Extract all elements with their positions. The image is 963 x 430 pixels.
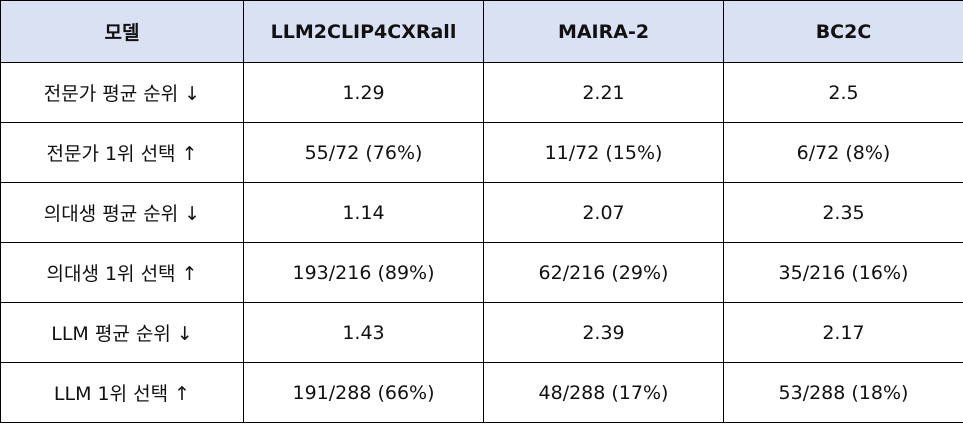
table-cell: 2.5 [723,62,963,123]
table-cell: 193/216 (89%) [243,242,484,303]
table-row: 의대생 1위 선택 ↑ 193/216 (89%) 62/216 (29%) 35/2… [0,242,963,303]
row-label: LLM 평균 순위 ↓ [0,302,244,363]
table-row: 의대생 평균 순위 ↓ 1.14 2.07 2.35 [0,182,963,243]
table-cell: 48/288 (17%) [483,362,724,423]
header-cell: 모델 [0,0,244,63]
table-cell: 191/288 (66%) [243,362,484,423]
table-row: LLM 평균 순위 ↓ 1.43 2.39 2.17 [0,302,963,363]
table-cell: 35/216 (16%) [723,242,963,303]
header-cell: MAIRA-2 [483,0,724,63]
header-row: 모델 LLM2CLIP4CXRall MAIRA-2 BC2C [0,0,963,63]
table-cell: 1.29 [243,62,484,123]
table-cell: 2.35 [723,182,963,243]
header-cell: LLM2CLIP4CXRall [243,0,484,63]
row-label: 전문가 평균 순위 ↓ [0,62,244,123]
table-cell: 11/72 (15%) [483,122,724,183]
table-cell: 2.07 [483,182,724,243]
row-label: 전문가 1위 선택 ↑ [0,122,244,183]
table-cell: 53/288 (18%) [723,362,963,423]
table-cell: 2.17 [723,302,963,363]
table-row: 전문가 평균 순위 ↓ 1.29 2.21 2.5 [0,62,963,123]
table-cell: 1.14 [243,182,484,243]
table-row: 전문가 1위 선택 ↑ 55/72 (76%) 11/72 (15%) 6/72 (8… [0,122,963,183]
table-body: 전문가 평균 순위 ↓ 1.29 2.21 2.5 전문가 1위 선택 ↑ 55/72 (… [0,62,963,423]
row-label: 의대생 평균 순위 ↓ [0,182,244,243]
row-label: LLM 1위 선택 ↑ [0,362,244,423]
table-cell: 1.43 [243,302,484,363]
table-cell: 62/216 (29%) [483,242,724,303]
row-label: 의대생 1위 선택 ↑ [0,242,244,303]
table-cell: 2.21 [483,62,724,123]
header-cell: BC2C [723,0,963,63]
table-row: LLM 1위 선택 ↑ 191/288 (66%) 48/288 (17%) 53/2… [0,362,963,423]
table-cell: 6/72 (8%) [723,122,963,183]
table-cell: 55/72 (76%) [243,122,484,183]
table-cell: 2.39 [483,302,724,363]
